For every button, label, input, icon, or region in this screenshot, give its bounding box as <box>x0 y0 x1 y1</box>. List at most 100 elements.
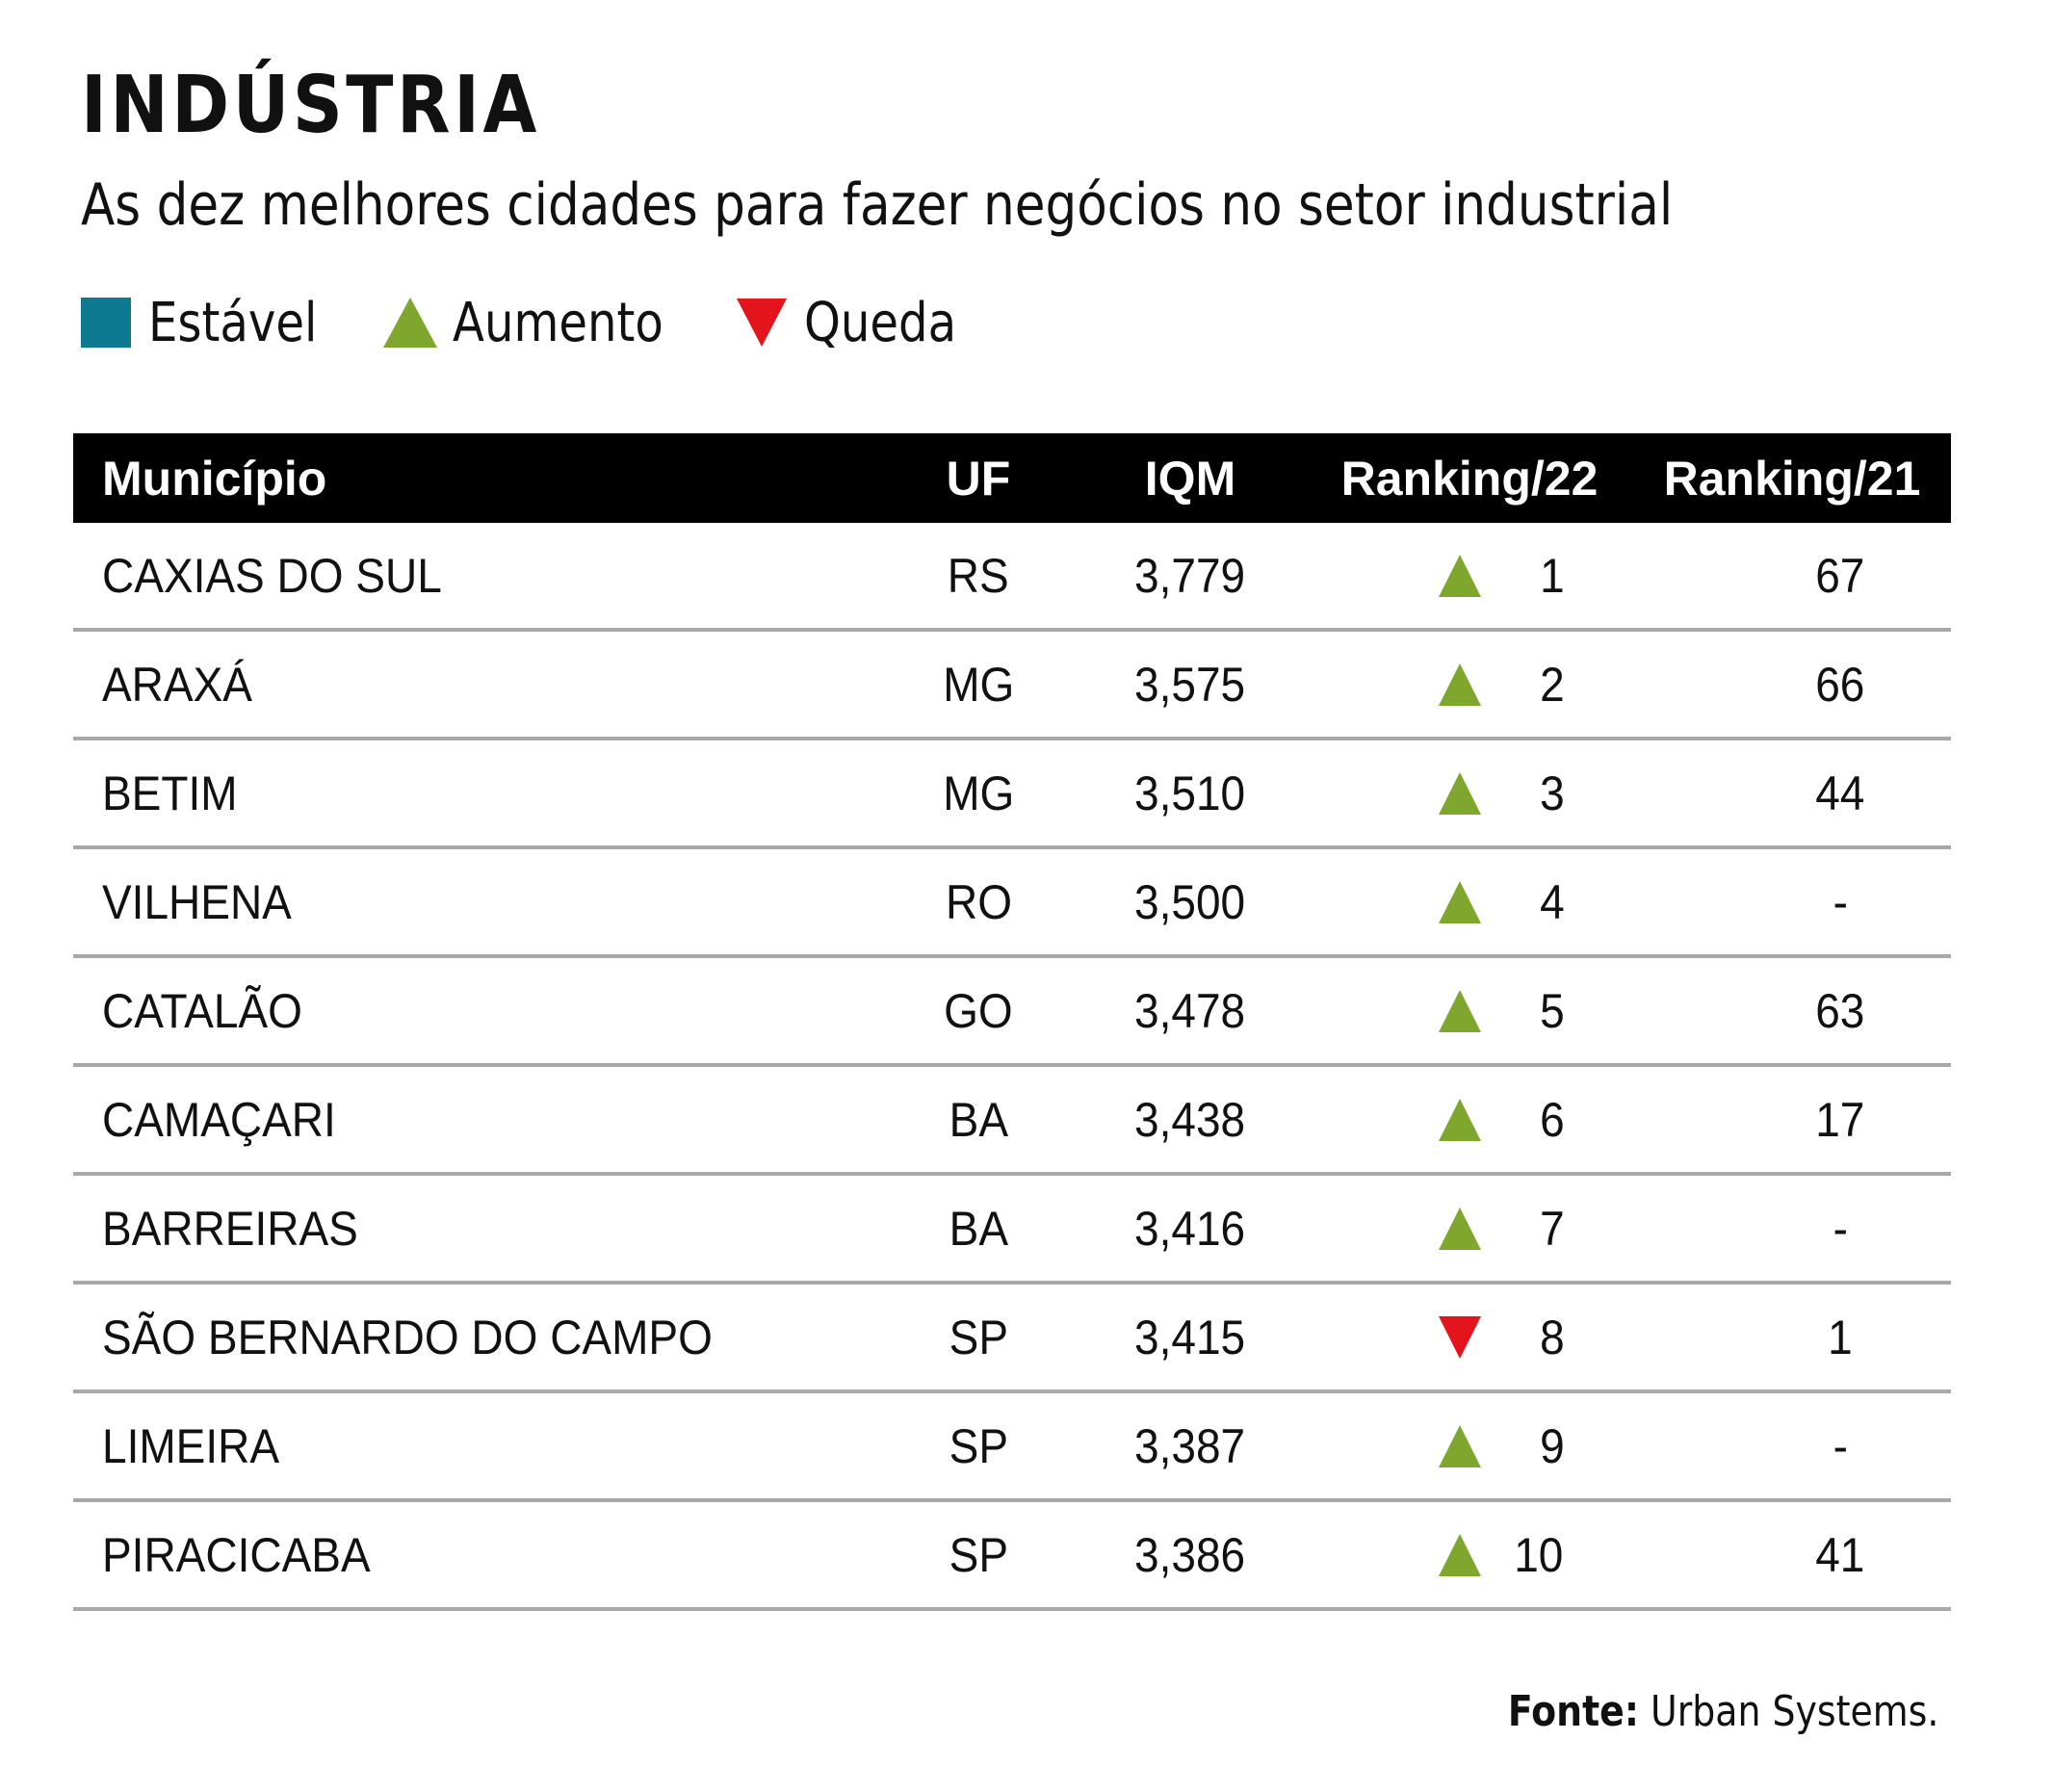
table-row: CATALÃO GO 3,478 5 63 <box>73 958 1951 1067</box>
cell-ranking21-text: 1 <box>1828 1310 1853 1364</box>
cell-ranking22: 4 <box>1373 849 1566 954</box>
cell-iqm: 3,478 <box>1046 958 1335 1063</box>
header-ranking21: Ranking/21 <box>1663 451 1921 506</box>
source-text: Urban Systems. <box>1650 1687 1938 1736</box>
cell-ranking21: - <box>1662 1393 2018 1498</box>
source-label: Fonte: <box>1507 1687 1639 1736</box>
trend-marker <box>1439 1533 1481 1576</box>
cell-municipio-text: PIRACICABA <box>102 1527 371 1582</box>
cell-uf-text: RO <box>945 874 1012 929</box>
cell-municipio: BARREIRAS <box>102 1176 380 1281</box>
trend-marker <box>1439 1315 1481 1359</box>
decrease-triangle-icon <box>1439 1285 1481 1389</box>
cell-ranking21-text: 67 <box>1815 548 1865 603</box>
trend-marker <box>1439 1424 1481 1467</box>
cell-ranking22-text: 9 <box>1540 1418 1565 1473</box>
cell-municipio-text: CATALÃO <box>102 983 302 1038</box>
cell-iqm: 3,416 <box>1046 1176 1335 1281</box>
legend-item-stable: Estável <box>81 292 345 354</box>
increase-triangle-icon <box>1439 632 1481 737</box>
cell-municipio-text: LIMEIRA <box>102 1418 280 1473</box>
trend-marker <box>1439 771 1481 815</box>
page-title: INDÚSTRIA <box>81 60 540 151</box>
cell-iqm: 3,779 <box>1046 523 1335 628</box>
cell-municipio-text: BETIM <box>102 766 238 820</box>
cell-iqm-text: 3,438 <box>1134 1092 1246 1147</box>
cell-ranking22-text: 3 <box>1540 766 1565 820</box>
cell-iqm: 3,386 <box>1046 1502 1335 1607</box>
trend-marker <box>1439 1098 1481 1141</box>
cell-ranking22: 9 <box>1373 1393 1566 1498</box>
header-uf: UF <box>946 451 1011 506</box>
table-row: BETIM MG 3,510 3 44 <box>73 740 1951 849</box>
cell-ranking21: 63 <box>1662 958 2018 1063</box>
header-municipio: Município <box>102 451 327 506</box>
cell-ranking21-text: 44 <box>1815 766 1865 820</box>
legend: Estável Aumento Queda <box>81 289 1019 356</box>
cell-ranking22-text: 6 <box>1540 1092 1565 1147</box>
cell-uf-text: BA <box>949 1092 1008 1147</box>
cell-uf: BA <box>834 1067 1123 1172</box>
table-row: CAMAÇARI BA 3,438 6 17 <box>73 1067 1951 1176</box>
cell-ranking22-text: 4 <box>1540 874 1565 929</box>
cell-ranking21: 17 <box>1662 1067 2018 1172</box>
cell-uf-text: MG <box>942 766 1015 820</box>
cell-iqm-text: 3,386 <box>1134 1527 1246 1582</box>
cell-uf: MG <box>834 632 1123 737</box>
cell-uf: GO <box>834 958 1123 1063</box>
cell-municipio: CATALÃO <box>102 958 320 1063</box>
cell-municipio-text: CAMAÇARI <box>102 1092 336 1147</box>
table-body: CAXIAS DO SUL RS 3,779 1 67 ARAXÁ MG 3,575 2 66 BE… <box>73 523 1951 1611</box>
stable-square-icon <box>81 298 131 348</box>
increase-triangle-icon <box>1439 1393 1481 1498</box>
source-note: Fonte: Urban Systems. <box>1508 1687 1938 1736</box>
cell-uf: MG <box>834 740 1123 845</box>
cell-iqm: 3,415 <box>1046 1285 1335 1389</box>
legend-label-decrease: Queda <box>803 291 956 354</box>
cell-iqm-text: 3,779 <box>1134 548 1246 603</box>
cell-ranking22-text: 5 <box>1540 983 1565 1038</box>
increase-triangle-icon <box>1439 958 1481 1063</box>
cell-municipio: CAXIAS DO SUL <box>102 523 471 628</box>
cell-ranking22-text: 1 <box>1540 548 1565 603</box>
cell-uf: SP <box>834 1285 1123 1389</box>
legend-item-decrease: Queda <box>736 291 981 354</box>
cell-ranking22-text: 8 <box>1540 1310 1565 1364</box>
table-row: VILHENA RO 3,500 4 - <box>73 849 1951 958</box>
increase-triangle-icon <box>1439 849 1481 954</box>
cell-uf: SP <box>834 1393 1123 1498</box>
cell-municipio: BETIM <box>102 740 249 845</box>
cell-ranking21: 41 <box>1662 1502 2018 1607</box>
cell-municipio: CAMAÇARI <box>102 1067 356 1172</box>
cell-ranking21: 44 <box>1662 740 2018 845</box>
cell-ranking21-text: 63 <box>1815 983 1865 1038</box>
cell-iqm-text: 3,500 <box>1134 874 1246 929</box>
cell-ranking22-text: 10 <box>1514 1527 1564 1582</box>
cell-ranking21: - <box>1662 849 2018 954</box>
header-iqm: IQM <box>1144 451 1236 506</box>
cell-iqm-text: 3,575 <box>1134 657 1246 712</box>
cell-iqm-text: 3,387 <box>1134 1418 1246 1473</box>
cell-iqm-text: 3,416 <box>1134 1201 1246 1256</box>
cell-municipio: LIMEIRA <box>102 1393 295 1498</box>
cell-uf-text: SP <box>949 1310 1008 1364</box>
table-row: ARAXÁ MG 3,575 2 66 <box>73 632 1951 740</box>
table-row: PIRACICABA SP 3,386 10 41 <box>73 1502 1951 1611</box>
cell-iqm-text: 3,478 <box>1134 983 1246 1038</box>
increase-triangle-icon <box>1439 1176 1481 1281</box>
increase-triangle-icon <box>1439 523 1481 628</box>
cell-uf-text: MG <box>942 657 1015 712</box>
cell-iqm: 3,438 <box>1046 1067 1335 1172</box>
increase-triangle-icon <box>1439 740 1481 845</box>
cell-ranking21: - <box>1662 1176 2018 1281</box>
cell-ranking21-text: 41 <box>1815 1527 1865 1582</box>
cell-municipio: PIRACICABA <box>102 1502 394 1607</box>
cell-ranking22: 10 <box>1373 1502 1566 1607</box>
trend-marker <box>1439 989 1481 1032</box>
cell-uf: SP <box>834 1502 1123 1607</box>
cell-uf: RS <box>834 523 1123 628</box>
increase-triangle-icon <box>1439 1502 1481 1607</box>
cell-uf-text: GO <box>944 983 1013 1038</box>
cell-ranking22-text: 7 <box>1540 1201 1565 1256</box>
cell-uf-text: BA <box>949 1201 1008 1256</box>
